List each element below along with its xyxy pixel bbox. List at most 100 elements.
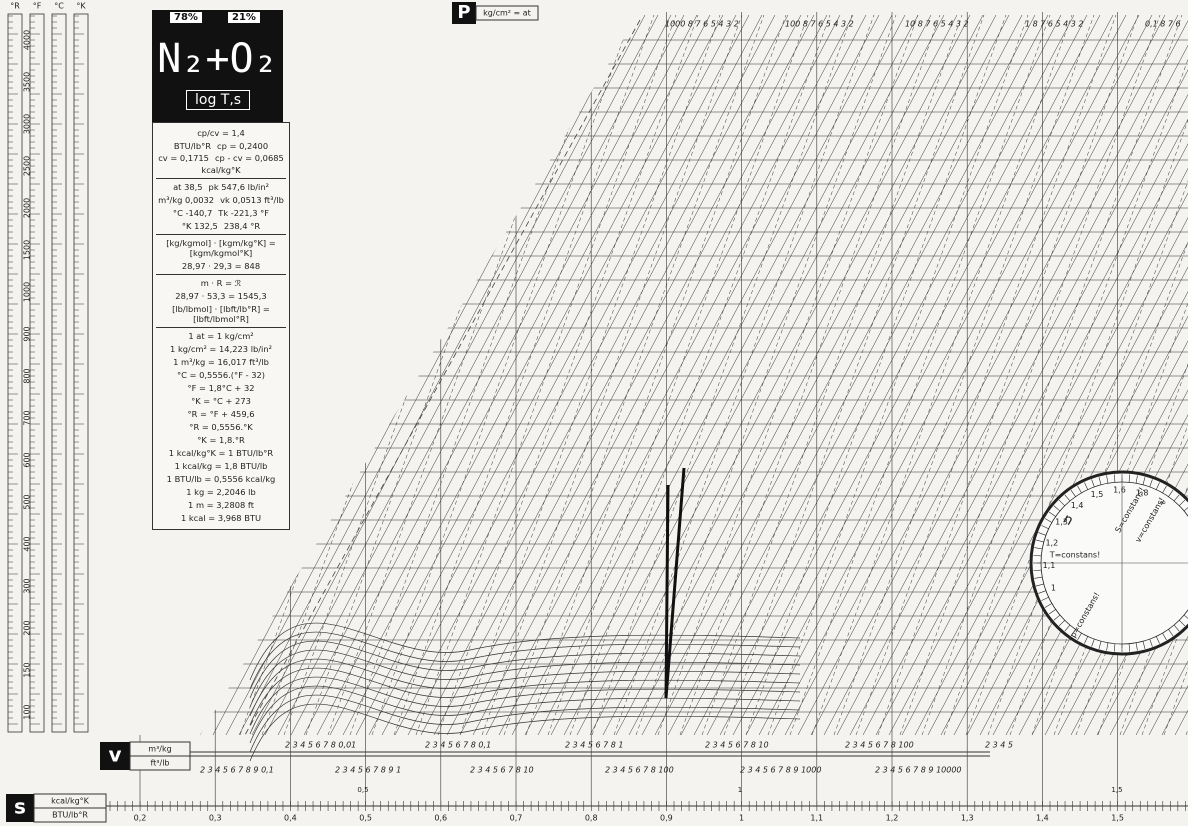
isochore	[812, 15, 1072, 735]
dial-ring-label: 1	[1051, 583, 1056, 592]
volume-label-ft: 2 3 4 5 6 7 8 10	[470, 766, 534, 775]
entropy-tick-label: 0,6	[434, 814, 447, 823]
isochore	[570, 15, 830, 735]
constant: cp/cv = 1,4	[197, 128, 245, 138]
constants-row: BTU/lb°Rcp = 0,2400cv = 0,1715cp - cv = …	[156, 141, 286, 175]
temperature-label: 1000	[23, 282, 32, 302]
isochore	[724, 15, 984, 735]
pressure-label: 10 8 7 6 5 4 3 2	[905, 20, 969, 29]
volume-label: 2 3 4 5 6 7 8 10	[705, 741, 769, 750]
constants-row: 28,97 · 29,3 = 848	[156, 261, 286, 271]
constant: cp = 0,2400	[217, 141, 268, 151]
constant: 1 m = 3,2808 ft	[188, 500, 254, 510]
constant: at 38,5	[173, 182, 202, 192]
constants-row: at 38,5 pk 547,6 lb/in²	[156, 178, 286, 192]
constants-row: °R = 0,5556.°K	[156, 422, 286, 432]
entropy-tick-label: 0,8	[585, 814, 598, 823]
temperature-label: 300	[23, 578, 32, 593]
constant: kcal/kg°K	[201, 165, 240, 175]
constant: cp - cv = 0,0685	[215, 153, 284, 163]
constant: °K = 1,8.°R	[197, 435, 245, 445]
isochore	[680, 15, 940, 735]
isobar	[590, 15, 970, 735]
constant: °F = 1,8°C + 32	[187, 383, 254, 393]
volume-label: 2 3 4 5 6 7 8 0,1	[425, 741, 491, 750]
entropy-tick-label: 0,7	[510, 814, 523, 823]
volume-label-ft: 2 3 4 5 6 7 8 9 0,1	[200, 766, 274, 775]
pressure-label: 0,1 8 7 6	[1145, 20, 1181, 29]
constants-row: °K = 1,8.°R	[156, 435, 286, 445]
constant: m · R = ℛ	[201, 278, 242, 288]
entropy-symbol: s	[14, 795, 26, 819]
temperature-label: 900	[23, 326, 32, 341]
isobar	[720, 15, 1100, 735]
temperature-label: 500	[23, 494, 32, 509]
constant: 1 BTU/lb = 0,5556 kcal/kg	[167, 474, 276, 484]
constants-row: 1 m = 3,2808 ft	[156, 500, 286, 510]
volume-label: 2 3 4 5 6 7 8 100	[845, 741, 914, 750]
constants-row: 1 kg = 2,2046 lb	[156, 487, 286, 497]
dial-ring-label: 1,2	[1045, 538, 1058, 547]
entropy-upper-label: 1,5	[1111, 786, 1122, 794]
pressure-symbol: P	[457, 2, 470, 23]
temperature-label: 2500	[23, 156, 32, 176]
constant: pk 547,6 lb/in²	[209, 182, 269, 192]
constant: °R = °F + 459,6	[187, 409, 254, 419]
isobar	[577, 15, 957, 735]
volume-label-ft: 2 3 4 5 6 7 8 100	[605, 766, 674, 775]
constants-row: [kg/kgmol] · [kgm/kg°K] = [kgm/kgmol°K]	[156, 234, 286, 258]
temperature-label: 3500	[23, 72, 32, 92]
constant: BTU/lb°R	[174, 141, 211, 151]
isobar	[629, 15, 1009, 735]
volume-symbol: v	[108, 743, 121, 767]
constant: °C = 0,5556.(°F - 32)	[177, 370, 265, 380]
dial-ring-label: 1,4	[1071, 501, 1084, 510]
volume-label: 2 3 4 5	[985, 741, 1013, 750]
subtitle: log T,s	[186, 90, 250, 110]
temperature-unit: °K	[76, 2, 86, 11]
volume-label-ft: 2 3 4 5 6 7 8 9 1	[335, 766, 401, 775]
temperature-unit: °R	[10, 2, 20, 11]
dial-ring-label: ∞	[1159, 498, 1166, 507]
constants-row: 1 kcal/kg°K = 1 BTU/lb°R	[156, 448, 286, 458]
fraction: 78%	[170, 12, 202, 23]
temperature-label: 2000	[23, 198, 32, 218]
entropy-tick-label: 0,5	[359, 814, 372, 823]
isochore	[658, 15, 918, 735]
dial-ring-label: 1,3	[1055, 518, 1068, 527]
pressure-label: 100 8 7 6 5 4 3 2	[785, 20, 854, 29]
isochore	[636, 15, 896, 735]
temperature-unit: °F	[33, 2, 42, 11]
constant: 1 kg = 2,2046 lb	[186, 487, 255, 497]
constant: 1 kcal/kg = 1,8 BTU/lb	[175, 461, 268, 471]
isobar	[525, 15, 905, 735]
entropy-unit: BTU/lb°R	[52, 811, 88, 820]
dial-label: T=constans!	[1049, 551, 1101, 560]
volume-label: 2 3 4 5 6 7 8 1	[565, 741, 624, 750]
constants-row: °C = 0,5556.(°F - 32)	[156, 370, 286, 380]
isobar	[538, 15, 918, 735]
constants-row: °R = °F + 459,6	[156, 409, 286, 419]
constants-row: 28,97 · 53,3 = 1545,3	[156, 291, 286, 301]
volume-unit: ft³/lb	[150, 759, 169, 768]
volume-unit: m³/kg	[148, 745, 171, 754]
constants-row: °K = °C + 273	[156, 396, 286, 406]
volume-label: 2 3 4 5 6 7 8 0,01	[285, 741, 356, 750]
entropy-tick-label: 1,4	[1036, 814, 1049, 823]
isobar	[655, 15, 1035, 735]
constant: vk 0,0513 ft³/lb	[220, 195, 284, 205]
entropy-upper-label: 1	[738, 786, 742, 794]
volume-label-ft: 2 3 4 5 6 7 8 9 1000	[740, 766, 821, 775]
temperature-unit: °C	[54, 2, 64, 11]
temperature-label: 4000	[23, 30, 32, 50]
constants-row: °C -140,7Tk -221,3 °F	[156, 208, 286, 218]
entropy-tick-label: 1,3	[961, 814, 974, 823]
constant: °R = 0,5556.°K	[189, 422, 252, 432]
entropy-tick-label: 0,9	[660, 814, 673, 823]
constants-row: °F = 1,8°C + 32	[156, 383, 286, 393]
constant: 1 kcal = 3,968 BTU	[181, 513, 261, 523]
pressure-label: 1 8 7 6 5 4 3 2	[1025, 20, 1084, 29]
fraction: 21%	[228, 12, 260, 23]
